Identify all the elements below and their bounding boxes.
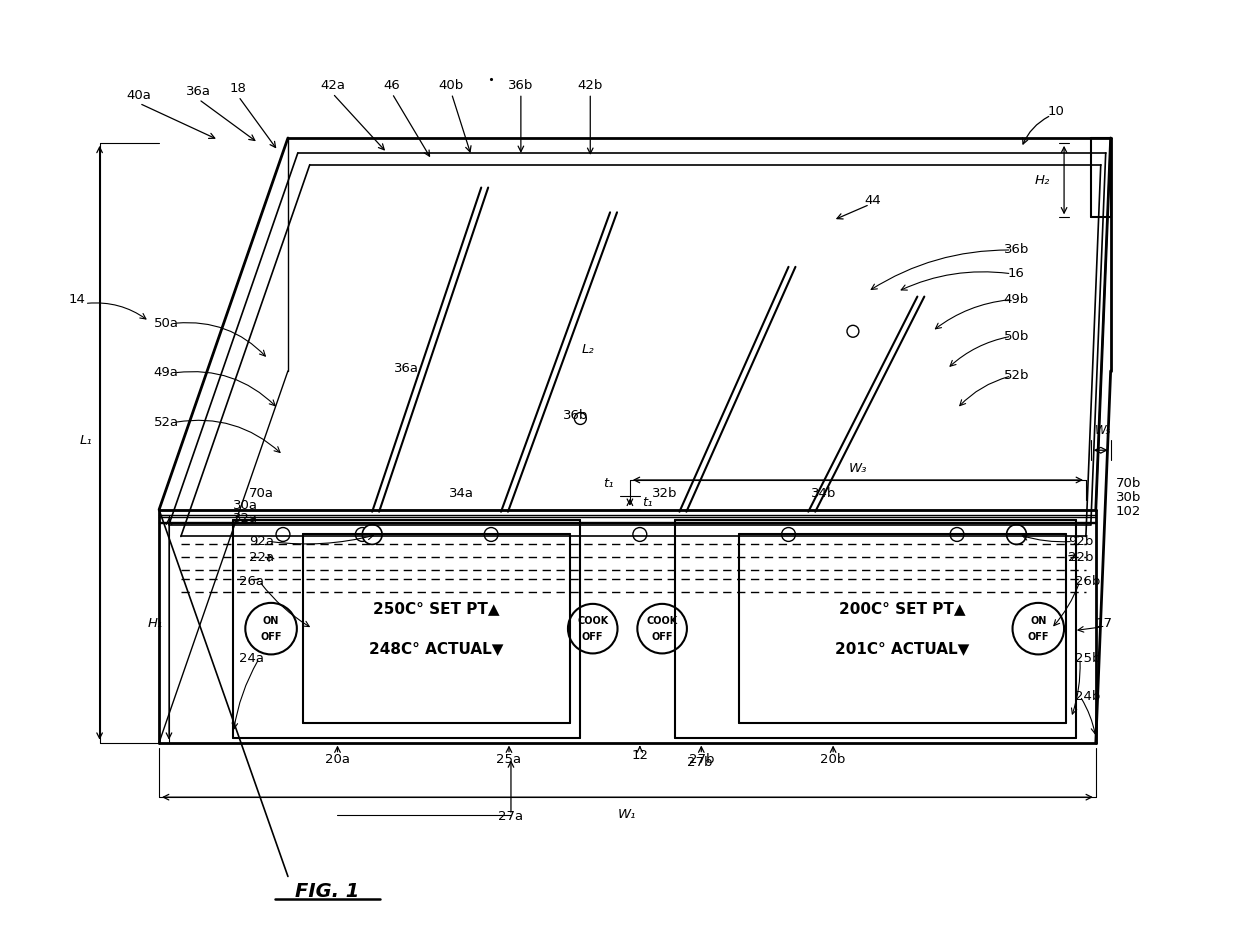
Text: 22a: 22a: [248, 551, 274, 564]
Text: COOK: COOK: [577, 615, 609, 626]
Text: H₁: H₁: [148, 617, 162, 631]
Text: 50b: 50b: [1004, 330, 1029, 342]
Text: ON: ON: [263, 615, 279, 626]
Text: OFF: OFF: [582, 631, 604, 642]
Text: 27a: 27a: [498, 810, 523, 824]
Text: 42a: 42a: [320, 79, 345, 92]
Text: ON: ON: [1030, 615, 1047, 626]
Text: 40a: 40a: [126, 88, 151, 102]
Text: W₁: W₁: [619, 808, 636, 822]
Text: 44: 44: [864, 194, 882, 207]
Text: 17: 17: [1095, 617, 1112, 631]
Text: H₂: H₂: [1034, 174, 1050, 186]
Text: L₁: L₁: [79, 434, 92, 447]
Text: W₅: W₅: [1095, 424, 1111, 437]
Text: 36a: 36a: [394, 362, 419, 376]
Circle shape: [632, 528, 647, 541]
Text: 24b: 24b: [1075, 689, 1101, 703]
Text: 32a: 32a: [233, 513, 258, 525]
Text: 32b: 32b: [652, 487, 677, 500]
Text: 30a: 30a: [233, 499, 258, 513]
Text: 18: 18: [229, 82, 247, 95]
Circle shape: [637, 604, 687, 653]
Text: 16: 16: [1008, 267, 1025, 281]
Text: 26b: 26b: [1075, 574, 1101, 588]
Text: 12: 12: [631, 749, 649, 762]
Circle shape: [277, 528, 290, 541]
Circle shape: [484, 528, 498, 541]
Text: 36b: 36b: [1004, 243, 1029, 257]
Circle shape: [950, 528, 963, 541]
Text: OFF: OFF: [651, 631, 673, 642]
Text: OFF: OFF: [260, 631, 281, 642]
Text: t₁: t₁: [603, 477, 614, 491]
Text: 34b: 34b: [811, 487, 836, 500]
Text: OFF: OFF: [1028, 631, 1049, 642]
Text: 46: 46: [383, 79, 401, 92]
Text: 27b: 27b: [687, 756, 712, 769]
Text: 49b: 49b: [1004, 293, 1029, 306]
Circle shape: [568, 604, 618, 653]
Text: 52a: 52a: [154, 416, 179, 429]
Circle shape: [1013, 603, 1064, 654]
Text: 30b: 30b: [1116, 492, 1141, 504]
Circle shape: [781, 528, 795, 541]
Text: 24a: 24a: [239, 651, 264, 665]
Text: 25a: 25a: [496, 753, 522, 766]
Text: 70a: 70a: [249, 487, 274, 500]
Text: 92a: 92a: [249, 534, 274, 548]
Circle shape: [362, 525, 382, 544]
Text: 20b: 20b: [821, 753, 846, 766]
Text: 50a: 50a: [154, 317, 179, 330]
Text: 201C° ACTUAL▼: 201C° ACTUAL▼: [836, 641, 970, 656]
Text: 42b: 42b: [578, 79, 603, 92]
Text: 102: 102: [1116, 505, 1141, 518]
Text: t₁: t₁: [642, 495, 653, 509]
Text: 92b: 92b: [1068, 534, 1094, 548]
Text: 200C° SET PT▲: 200C° SET PT▲: [839, 601, 966, 616]
Circle shape: [246, 603, 296, 654]
Text: L₂: L₂: [582, 342, 595, 356]
Text: 14: 14: [68, 293, 86, 306]
Text: COOK: COOK: [646, 615, 678, 626]
Text: 36a: 36a: [186, 85, 211, 98]
Text: 36b: 36b: [563, 409, 588, 422]
Text: 248C° ACTUAL▼: 248C° ACTUAL▼: [370, 641, 503, 656]
Circle shape: [1007, 525, 1027, 544]
Text: 27b: 27b: [688, 753, 714, 766]
Text: 49a: 49a: [154, 366, 179, 379]
Text: 34a: 34a: [449, 487, 474, 500]
Text: 10: 10: [1048, 105, 1065, 118]
Text: 26a: 26a: [239, 574, 264, 588]
Text: 25b: 25b: [1075, 651, 1101, 665]
Text: 40b: 40b: [439, 79, 464, 92]
Text: FIG. 1: FIG. 1: [295, 882, 360, 901]
Text: 70b: 70b: [1116, 477, 1141, 491]
Text: 36b: 36b: [508, 79, 533, 92]
Text: W₃: W₃: [848, 461, 867, 475]
Text: 22b: 22b: [1068, 551, 1094, 564]
Circle shape: [574, 413, 587, 424]
Circle shape: [847, 325, 859, 338]
Text: 250C° SET PT▲: 250C° SET PT▲: [373, 601, 500, 616]
Text: 20a: 20a: [325, 753, 350, 766]
Text: 52b: 52b: [1003, 369, 1029, 382]
Circle shape: [356, 528, 370, 541]
